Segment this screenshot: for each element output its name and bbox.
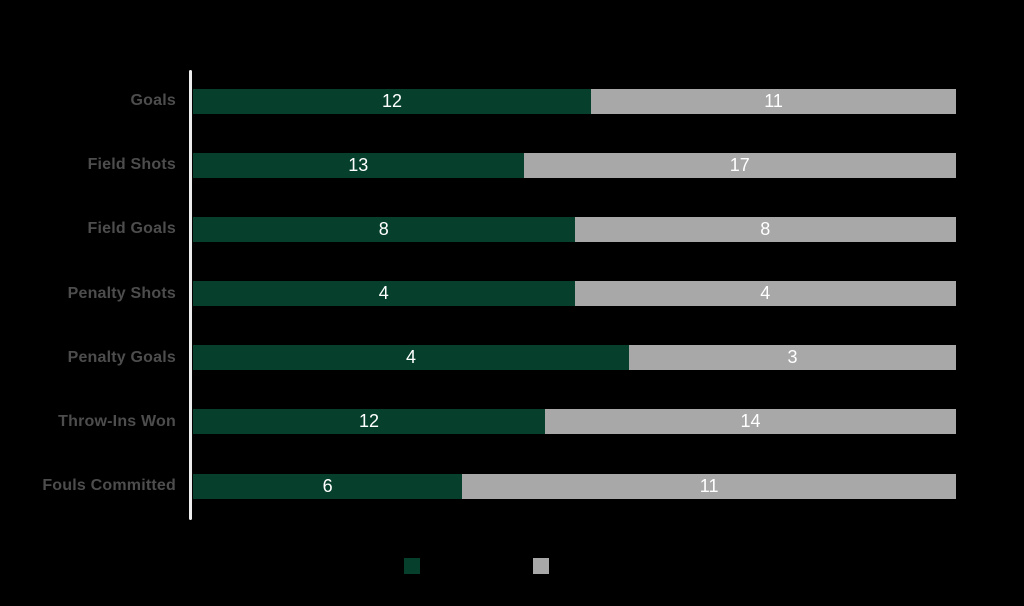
y-axis-line — [189, 70, 192, 520]
bar-value-label: 12 — [382, 90, 403, 111]
category-label: Field Goals — [87, 220, 176, 238]
bar-value-label: 8 — [378, 218, 389, 239]
legend-swatch-green — [404, 558, 420, 574]
bar-segment-green-team: 4 — [193, 345, 629, 371]
bar-segment-green-team: 6 — [193, 473, 463, 499]
bar-track: 12 11 — [193, 88, 956, 114]
category-label: Penalty Shots — [67, 284, 176, 302]
chart-row: Field Shots 13 17 — [0, 133, 1024, 197]
bar-track: 12 14 — [193, 409, 956, 435]
bar-value-label: 11 — [699, 475, 719, 496]
chart-row: Field Goals 8 8 — [0, 197, 1024, 261]
bar-value-label: 8 — [760, 218, 771, 239]
category-label: Throw-Ins Won — [58, 412, 176, 430]
bar-segment-green-team: 12 — [193, 409, 546, 435]
bar-value-label: 12 — [359, 411, 380, 432]
bar-value-label: 4 — [760, 283, 771, 304]
bar-value-label: 14 — [740, 411, 761, 432]
bar-segment-gray-team: 4 — [574, 281, 956, 307]
bar-value-label: 11 — [764, 90, 783, 111]
bar-segment-gray-team: 14 — [545, 409, 956, 435]
bar-segment-green-team: 8 — [193, 216, 575, 242]
chart-row: Goals 12 11 — [0, 69, 1024, 133]
category-label: Goals — [130, 92, 176, 110]
bar-value-label: 13 — [348, 154, 369, 175]
chart-row: Penalty Shots 4 4 — [0, 261, 1024, 325]
bar-segment-green-team: 12 — [193, 88, 592, 114]
bar-value-label: 6 — [322, 475, 333, 496]
bar-rows: Goals 12 11 Field Shots 13 17 Field Goals 8 8 Pen… — [0, 69, 1024, 518]
chart-row: Fouls Committed 6 11 — [0, 454, 1024, 518]
bar-segment-green-team: 4 — [193, 281, 575, 307]
legend-swatch-gray — [533, 558, 549, 574]
bar-track: 6 11 — [193, 473, 956, 499]
chart-row: Throw-Ins Won 12 14 — [0, 390, 1024, 454]
bar-segment-gray-team: 11 — [591, 88, 956, 114]
legend — [0, 558, 1024, 574]
bar-value-label: 4 — [378, 283, 389, 304]
category-label: Fouls Committed — [42, 477, 176, 495]
bar-segment-gray-team: 17 — [523, 152, 956, 178]
category-label: Field Shots — [87, 156, 176, 174]
bar-segment-gray-team: 11 — [462, 473, 956, 499]
bar-segment-green-team: 13 — [193, 152, 524, 178]
bar-value-label: 4 — [405, 347, 416, 368]
bar-value-label: 17 — [729, 154, 750, 175]
bar-track: 13 17 — [193, 152, 956, 178]
chart-row: Penalty Goals 4 3 — [0, 326, 1024, 390]
bar-value-label: 3 — [787, 347, 798, 368]
bar-segment-gray-team: 8 — [574, 216, 956, 242]
category-label: Penalty Goals — [67, 348, 176, 366]
bar-segment-gray-team: 3 — [629, 345, 956, 371]
